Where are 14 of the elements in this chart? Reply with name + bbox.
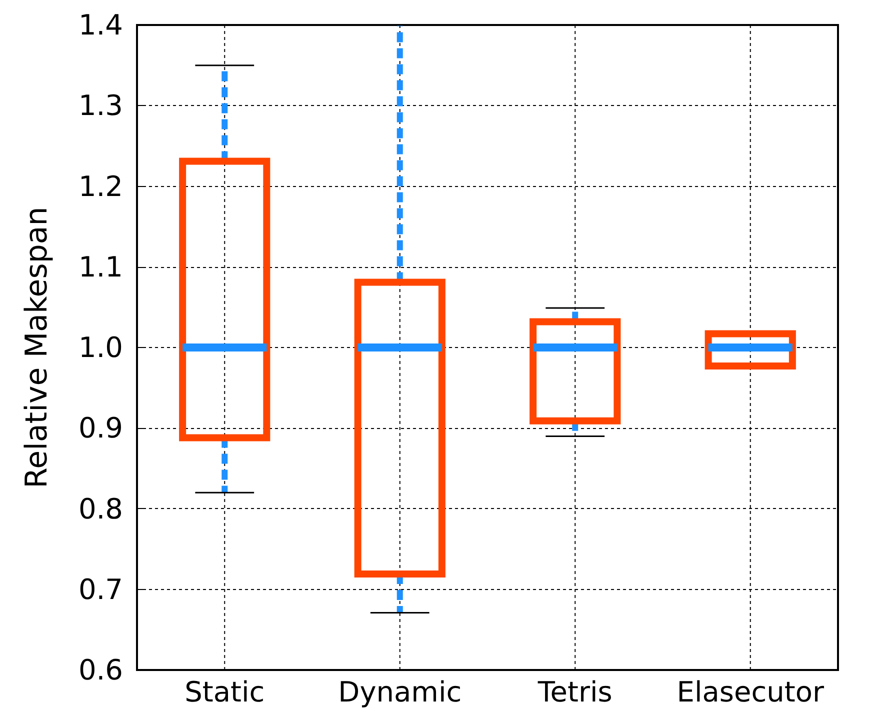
x-tick-label: Elasecutor bbox=[676, 676, 824, 708]
y-tick-label: 1.4 bbox=[78, 8, 123, 42]
y-tick-label: 0.8 bbox=[78, 492, 123, 526]
y-tick-label: 0.7 bbox=[78, 572, 123, 606]
x-tick-label: Tetris bbox=[536, 676, 612, 708]
y-axis-title: Relative Makespan bbox=[20, 206, 54, 488]
x-tick-label: Dynamic bbox=[338, 676, 462, 708]
y-tick-label: 1.2 bbox=[78, 170, 123, 203]
y-tick-label: 1.0 bbox=[78, 331, 123, 364]
y-tick-label: 0.6 bbox=[78, 654, 123, 686]
y-tick-label: 1.1 bbox=[78, 250, 123, 284]
y-tick-label: 1.3 bbox=[78, 89, 123, 122]
x-tick-label: Static bbox=[184, 676, 265, 708]
y-tick-label: 0.9 bbox=[78, 412, 123, 445]
